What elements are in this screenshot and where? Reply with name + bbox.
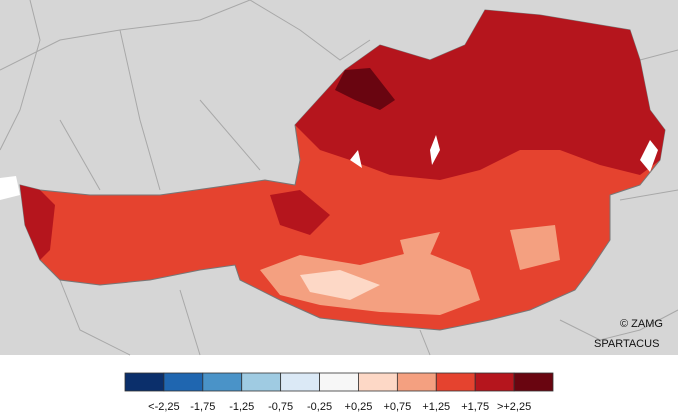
west-warm-region [20,185,55,260]
legend-swatch [280,372,320,392]
legend-swatch [474,372,515,392]
legend-swatch [358,372,398,392]
legend-swatch [202,372,243,392]
legend-label: +1,75 [461,401,489,413]
legend-swatch [396,372,437,392]
legend: <-2,25 -1,75 -1,25 -0,75 -0,25 +0,25 +0,75 +1,2… [124,372,554,413]
legend-swatch [124,372,165,392]
legend-label: -1,75 [190,401,215,413]
legend-swatch [241,372,282,392]
borders [0,0,678,356]
legend-label: >+2,25 [497,401,531,413]
legend-label: -1,25 [229,401,254,413]
legend-label: +0,75 [383,401,411,413]
legend-swatch [435,372,476,392]
legend-label: +0,25 [345,401,373,413]
map-austria [19,9,666,331]
source: SPARTACUS [594,338,659,350]
copyright: © ZAMG [620,318,663,330]
legend-label: -0,25 [307,401,332,413]
legend-swatch [319,372,359,392]
legend-swatch [513,372,554,392]
legend-label: <-2,25 [148,401,180,413]
north-warm-region [295,10,665,180]
central-warm-region [270,190,330,235]
lake [0,176,20,200]
legend-label: +1,25 [422,401,450,413]
mild-patch [400,225,560,270]
coolest-patch [300,270,380,300]
hot-spot [335,68,395,110]
legend-label: -0,75 [268,401,293,413]
legend-swatch [163,372,204,392]
